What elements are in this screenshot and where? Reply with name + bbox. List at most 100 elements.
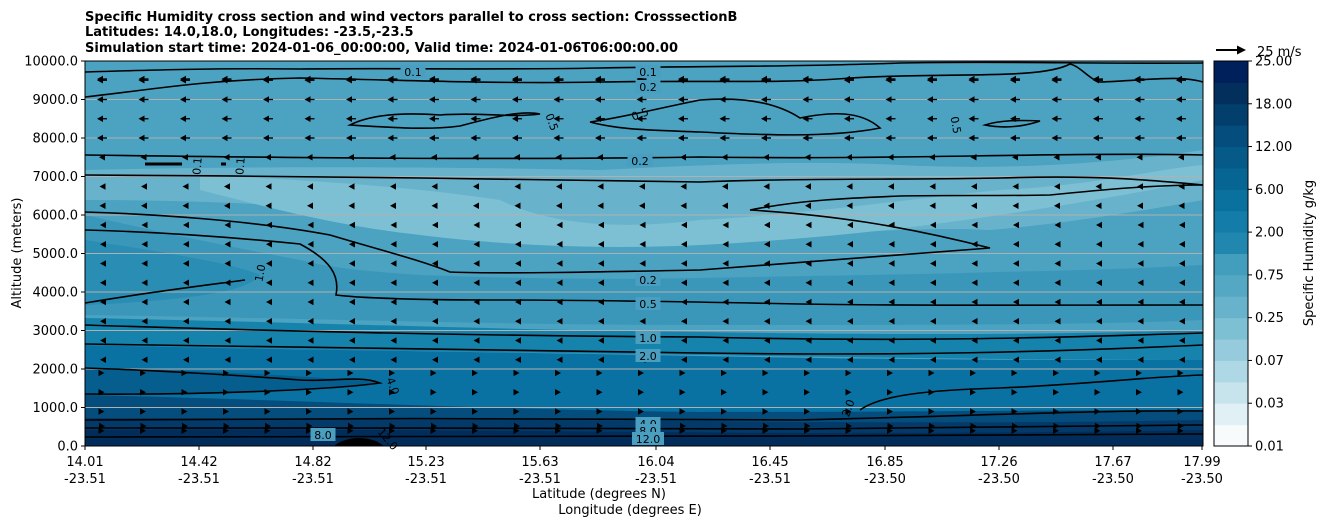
vector-mid-6500-9 — [473, 202, 479, 209]
vector-weak-5500-12-head — [598, 241, 604, 248]
vector-up-8500-21 — [968, 115, 979, 122]
vector-up-8000-15 — [719, 134, 730, 142]
vector-mid-6500-0 — [99, 202, 106, 209]
vector-weak-3500-25-head — [1137, 318, 1144, 325]
vector-up-9000-5 — [304, 96, 315, 103]
vector-weak-6000-13-head — [639, 221, 646, 229]
vector-up-8500-11 — [553, 115, 564, 122]
vector-weak-3000-14-head — [681, 337, 687, 344]
vector-low-1000-19-head — [887, 408, 893, 415]
vector-weak-3500-19-head — [888, 318, 895, 325]
vector-up-8000-11 — [553, 134, 564, 142]
vector-mid-6500-3-head — [224, 202, 230, 209]
vector-up-7500-11-head — [555, 154, 562, 161]
vector-low-1000-9-head — [472, 408, 478, 415]
vector-mid-6500-13-head — [639, 202, 645, 209]
vector-low-1000-3-head — [223, 408, 229, 415]
vector-up-10000-7-head — [387, 75, 394, 83]
vector-mid-6500-8 — [431, 202, 438, 209]
vector-weak-4500-3-head — [224, 279, 231, 286]
vector-up-7500-19-head — [887, 154, 894, 161]
vector-up-8000-16 — [761, 134, 771, 142]
vector-low-500-3-head — [223, 427, 229, 434]
vector-up-8500-3-head — [221, 115, 228, 122]
vector-weak-2500-25 — [1137, 356, 1144, 363]
vector-weak-4500-14 — [681, 279, 687, 286]
vector-weak-3500-6 — [349, 318, 355, 325]
vector-weak-4500-18 — [847, 279, 853, 286]
vector-up-9000-21-head — [968, 96, 975, 103]
vector-weak-4500-14-head — [681, 279, 687, 286]
vector-low-1000-2-head — [181, 408, 188, 415]
vector-weak-6000-22-head — [1013, 221, 1019, 229]
y-axis: 0.0 1000.0 2000.0 3000.0 4000.0 5000.0 6000.0 7… — [24, 55, 85, 455]
vector-up-8500-20 — [927, 115, 937, 122]
vector-mid-6500-23 — [1054, 202, 1060, 209]
contour-label-8: 0.1 — [233, 157, 247, 176]
vector-weak-3500-18 — [847, 318, 853, 325]
vector-mid-7000-12-head — [597, 183, 604, 190]
vector-up-9000-3 — [221, 96, 232, 103]
colorbar-tick-label-9: 25.00 — [1255, 55, 1292, 70]
vector-up-8000-12 — [595, 134, 605, 142]
vector-low-2000-9 — [472, 369, 478, 377]
vector-weak-5000-16 — [764, 260, 770, 267]
vector-weak-6000-0 — [100, 221, 106, 229]
vector-weak-4500-16 — [764, 279, 770, 286]
vector-up-7500-10 — [514, 154, 520, 161]
vector-sfc-11-head — [555, 422, 562, 430]
vector-low-500-8-head — [430, 427, 437, 434]
vector-weak-5000-21-head — [971, 260, 978, 267]
vector-sfc-0 — [99, 422, 105, 430]
x-tick-lat-6: 16.45 — [751, 455, 788, 470]
vector-mid-6500-17-head — [805, 202, 811, 209]
vector-weak-5000-2 — [183, 260, 189, 267]
vector-up-9000-11-head — [553, 96, 560, 103]
vector-up-10000-6 — [346, 75, 356, 83]
vector-low-1500-16-head — [762, 389, 769, 396]
vector-up-8000-2-head — [180, 134, 186, 142]
vector-mid-7000-8-head — [431, 183, 438, 190]
vector-low-1500-5 — [306, 389, 312, 396]
vector-weak-2500-19-head — [888, 356, 895, 363]
vector-weak-4500-3 — [224, 279, 231, 286]
vector-mid-6500-24-head — [1095, 202, 1102, 209]
vector-up-10000-18 — [844, 75, 854, 83]
vector-low-2000-14 — [679, 369, 686, 377]
vector-weak-6000-8-head — [432, 221, 438, 229]
vector-weak-6000-7-head — [390, 221, 397, 229]
title-line-1: Specific Humidity cross section and wind… — [85, 10, 737, 25]
vector-weak-5500-26 — [1179, 241, 1185, 248]
vector-weak-2500-26-head — [1179, 356, 1185, 363]
vector-sfc-10 — [514, 422, 520, 430]
vector-weak-3500-12-head — [598, 318, 604, 325]
vector-weak-6000-16-head — [764, 221, 770, 229]
vector-weak-3000-20 — [930, 337, 936, 344]
vector-up-9000-8 — [429, 96, 439, 103]
vector-mid-6500-4 — [265, 202, 272, 209]
vector-up-10000-14-head — [678, 75, 684, 83]
vector-up-8000-5-head — [304, 134, 311, 142]
vector-weak-2500-17-head — [805, 356, 812, 363]
vector-weak-4500-2 — [183, 279, 189, 286]
vector-weak-3500-7 — [390, 318, 397, 325]
vector-weak-4500-20-head — [930, 279, 936, 286]
vector-mid-7000-16-head — [763, 183, 770, 190]
vector-weak-4000-4 — [266, 298, 272, 306]
vector-low-1500-21 — [970, 389, 976, 396]
colorbar-tick-label-2: 0.07 — [1255, 354, 1284, 369]
vector-low-1500-15-head — [721, 389, 727, 396]
vector-sfc-17-head — [804, 422, 811, 430]
vector-mid-6500-12-head — [597, 202, 604, 209]
vector-weak-3000-3-head — [224, 337, 231, 344]
vector-up-9000-14-head — [678, 96, 684, 103]
vector-weak-5500-22 — [1013, 241, 1019, 248]
vector-low-500-18-head — [845, 427, 852, 434]
vector-weak-4500-24-head — [1096, 279, 1102, 286]
vector-weak-6000-12-head — [598, 221, 604, 229]
vector-up-10000-9 — [470, 75, 481, 83]
contour-label-text-2: 0.2 — [639, 81, 657, 94]
contour-label-bg-1 — [635, 65, 661, 78]
vector-low-1500-25-head — [1136, 389, 1142, 396]
